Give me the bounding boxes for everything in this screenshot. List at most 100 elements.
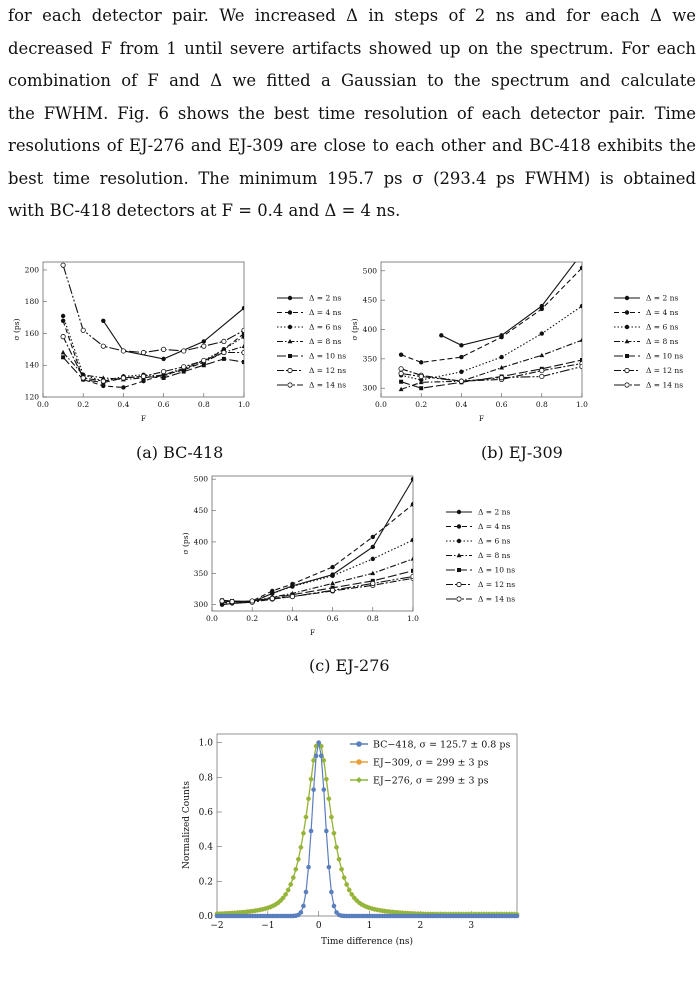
x-tick-label: 0.2 [246, 614, 258, 623]
data-point [270, 591, 275, 596]
data-point [308, 776, 314, 782]
data-point [272, 901, 279, 908]
x-tick-label: 0.8 [536, 400, 548, 409]
data-point [120, 375, 127, 381]
paragraph-line: combination of F and Δ we fitted a Gauss… [8, 71, 696, 90]
legend-label: Δ = 6 ns [478, 537, 510, 546]
data-point [326, 796, 332, 802]
data-point [120, 348, 127, 354]
x-tick-label: 0.0 [375, 400, 387, 409]
data-point [379, 908, 385, 914]
data-point [301, 903, 306, 909]
data-point [287, 295, 293, 301]
data-point [341, 875, 347, 881]
x-tick-label: 3 [468, 921, 474, 931]
data-point [418, 373, 424, 380]
paragraph-line: resolutions of EJ-276 and EJ-309 are clo… [8, 136, 696, 155]
x-axis-label: F [479, 414, 484, 423]
data-point [539, 306, 544, 312]
data-point [397, 910, 403, 916]
data-point [579, 363, 582, 370]
data-point [298, 844, 304, 850]
data-point [140, 349, 147, 356]
body-paragraph: for each detector pair. We increased Δ i… [8, 0, 696, 228]
data-point [100, 378, 106, 384]
data-point [346, 887, 352, 893]
data-point [456, 509, 462, 515]
series-line [222, 570, 413, 603]
data-point [331, 830, 337, 836]
y-tick-label: 0.8 [199, 773, 214, 783]
data-point [295, 856, 301, 862]
data-point [499, 354, 504, 360]
data-point [419, 386, 424, 391]
data-point [289, 593, 295, 600]
data-point [412, 911, 418, 917]
data-point [410, 502, 413, 507]
data-point [419, 360, 424, 365]
data-point [624, 324, 630, 330]
x-tick-label: 0 [316, 921, 322, 931]
x-tick-label: 0.0 [37, 400, 49, 409]
data-point [405, 910, 411, 916]
x-tick-label: 0.6 [496, 400, 508, 409]
data-point [283, 891, 289, 897]
y-axis-label: Normalized Counts [182, 781, 192, 869]
data-point [328, 814, 335, 820]
data-point [439, 333, 444, 338]
data-point [377, 907, 383, 913]
data-point [60, 262, 66, 268]
data-point [247, 908, 253, 915]
data-point [60, 313, 66, 319]
data-point [624, 382, 630, 388]
data-point [285, 887, 291, 893]
series-line [400, 267, 582, 363]
data-point [366, 905, 373, 911]
series-0 [214, 740, 520, 919]
data-point [287, 367, 293, 374]
data-point [270, 903, 276, 909]
x-tick-label: 0.4 [286, 614, 298, 623]
data-point [624, 338, 630, 344]
data-point [280, 895, 286, 901]
series-line [222, 575, 413, 603]
legend-label: Δ = 4 ns [478, 522, 510, 531]
data-point [539, 331, 544, 336]
y-axis-label: σ (ps) [350, 318, 359, 340]
y-tick-label: 1.0 [199, 739, 214, 749]
data-point [338, 866, 345, 872]
data-point [300, 830, 307, 836]
x-axis-label: F [310, 628, 315, 637]
data-point [237, 909, 243, 916]
data-point [269, 595, 275, 602]
data-point [329, 889, 334, 895]
y-tick-label: 500 [363, 266, 378, 275]
y-tick-label: 400 [363, 325, 378, 334]
legend-label: Δ = 14 ns [646, 381, 683, 390]
data-point [624, 295, 630, 301]
y-tick-label: 200 [25, 265, 40, 274]
legend-label: Δ = 4 ns [309, 308, 341, 317]
data-point [308, 828, 314, 834]
data-point [161, 372, 166, 377]
y-tick-label: 160 [25, 329, 40, 338]
plot-frame [380, 261, 583, 398]
series-line [62, 336, 244, 382]
data-point [456, 524, 462, 529]
data-point [456, 596, 462, 602]
data-point [330, 564, 335, 570]
legend-label: Δ = 10 ns [646, 352, 683, 361]
series-line [400, 362, 582, 382]
x-tick-label: 0.8 [367, 614, 379, 623]
data-point [290, 875, 296, 881]
data-point [241, 334, 244, 339]
series-line [62, 345, 244, 381]
data-point [298, 910, 304, 915]
data-point [181, 364, 187, 370]
data-point [161, 368, 167, 375]
x-tick-label: 1 [367, 921, 373, 931]
legend-label: Δ = 2 ns [646, 294, 678, 303]
data-point [60, 334, 66, 340]
data-point [324, 828, 329, 834]
x-tick-label: 1.0 [576, 400, 588, 409]
